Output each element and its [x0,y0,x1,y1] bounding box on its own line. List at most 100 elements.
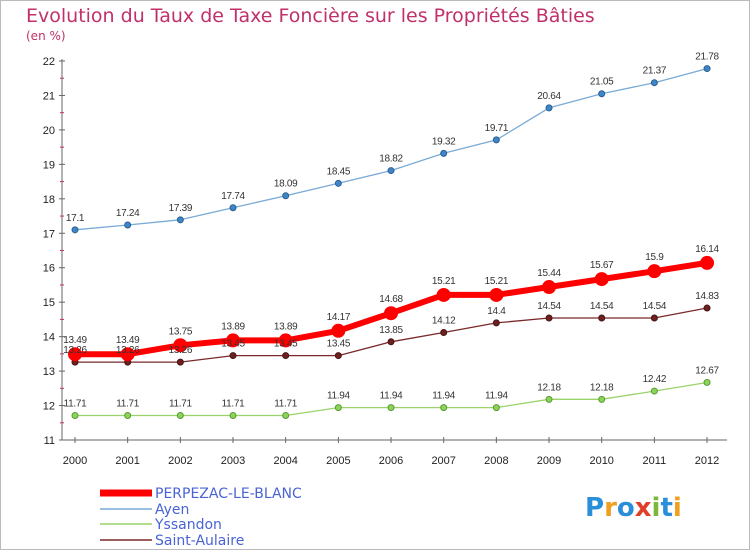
data-label: 20.64 [537,91,561,102]
x-tick-label: 2006 [379,455,403,467]
data-label: 12.18 [537,382,561,393]
y-tick-label: 11 [44,435,55,447]
x-tick-label: 2007 [431,455,455,467]
data-label: 13.75 [169,326,193,337]
y-tick-label: 16 [43,263,55,275]
x-tick-label: 2001 [115,455,139,467]
logo-letter: x [635,493,652,523]
data-point [650,79,658,87]
data-label: 11.94 [380,391,404,402]
logo-letter: P [585,493,604,523]
data-point [492,319,500,327]
data-label: 14.54 [643,301,667,312]
data-point [282,192,290,200]
data-label: 14.17 [327,312,351,323]
x-tick-label: 2011 [643,455,667,467]
data-point [545,314,553,322]
data-label: 15.67 [590,260,614,271]
x-tick-label: 2000 [63,455,87,467]
data-point [598,90,606,98]
data-point [176,216,184,224]
data-point [387,338,395,346]
legend-label: Yssandon [154,517,222,533]
data-label: 15.44 [537,268,561,279]
data-label: 11.71 [222,399,246,410]
x-tick-label: 2008 [484,455,508,467]
data-point [387,404,395,412]
data-label: 13.45 [221,339,245,350]
y-tick-label: 18 [43,194,55,206]
data-label: 15.21 [485,276,509,287]
logo-letter: t [660,493,672,523]
data-label: 13.85 [379,325,403,336]
data-point [440,329,448,337]
data-label: 13.45 [274,339,298,350]
data-point [703,304,711,312]
data-point [703,378,711,386]
data-label: 11.94 [432,391,456,402]
y-tick-label: 21 [43,90,55,102]
series-perpezac-le-blanc [68,255,715,362]
y-tick-label: 17 [43,228,55,240]
legend-label: Ayen [155,502,189,518]
data-point [436,287,451,302]
data-point [700,255,715,270]
data-point [120,347,135,362]
data-point [331,323,346,338]
data-label: 11.94 [485,391,509,402]
labels-ayen: 17.1 17.24 17.39 17.74 18.09 18.45 18.82 19.32 1… [66,52,720,224]
data-point [492,136,500,144]
chart-title: Evolution du Taux de Taxe Foncière sur l… [26,5,595,27]
data-label: 14.54 [590,301,614,312]
data-point [68,347,82,362]
data-point [229,412,237,420]
data-label: 12.18 [590,382,614,393]
x-tick-label: 2003 [221,455,245,467]
axes: 11 12 13 14 15 16 17 18 19 20 21 22 2000 2001 2002 2003… [43,56,727,467]
data-label: 13.49 [116,335,140,346]
data-point [71,412,79,420]
data-point [384,306,399,321]
data-point [176,412,184,420]
data-label: 13.26 [63,345,87,356]
logo-letter: r [604,493,617,523]
x-tick-label: 2012 [695,455,719,467]
data-point [282,352,290,360]
data-label: 11.94 [327,391,351,402]
data-label: 13.26 [169,345,193,356]
data-label: 18.09 [274,179,298,190]
data-point [278,333,293,348]
proxiti-logo: Proxiti [585,493,682,523]
data-point [594,272,609,287]
series-yssandon [71,378,711,420]
y-tick-label: 13 [43,366,55,378]
data-point [492,404,500,412]
data-point [176,358,184,366]
data-label: 21.37 [643,66,667,77]
data-label: 17.24 [116,208,140,219]
y-tick-label: 20 [43,125,55,137]
x-tick-label: 2005 [326,455,350,467]
data-label: 11.71 [169,399,193,410]
data-point [545,104,553,112]
data-point [334,179,342,187]
data-point [229,204,237,212]
data-label: 17.1 [66,213,85,224]
data-point [282,412,290,420]
legend-label: Saint-Aulaire [155,533,244,549]
data-point [173,338,188,353]
data-point [598,395,606,403]
data-label: 13.45 [327,339,351,350]
data-point [703,65,711,73]
data-label: 12.42 [643,374,667,385]
y-tick-label: 19 [43,159,55,171]
data-label: 14.68 [379,294,403,305]
data-label: 14.4 [487,306,506,317]
data-label: 11.71 [116,399,140,410]
data-label: 14.12 [432,316,456,327]
data-label: 13.26 [116,345,140,356]
data-label: 15.21 [432,276,456,287]
data-label: 11.71 [274,399,298,410]
data-point [334,404,342,412]
